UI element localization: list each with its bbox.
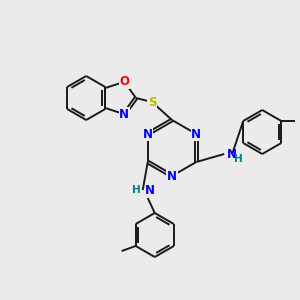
Text: N: N: [145, 184, 155, 196]
Text: N: N: [119, 108, 129, 121]
Text: N: N: [227, 148, 237, 160]
Text: S: S: [148, 95, 156, 109]
Text: N: N: [191, 128, 201, 140]
Text: N: N: [167, 169, 177, 182]
Text: N: N: [143, 128, 153, 140]
Text: H: H: [234, 154, 243, 164]
Text: O: O: [119, 75, 129, 88]
Text: H: H: [132, 185, 141, 195]
